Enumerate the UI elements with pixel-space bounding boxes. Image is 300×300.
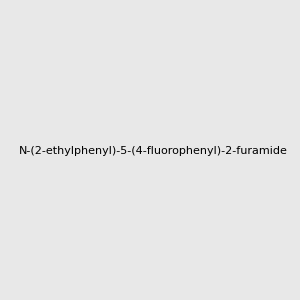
Text: N-(2-ethylphenyl)-5-(4-fluorophenyl)-2-furamide: N-(2-ethylphenyl)-5-(4-fluorophenyl)-2-f… bbox=[19, 146, 288, 157]
